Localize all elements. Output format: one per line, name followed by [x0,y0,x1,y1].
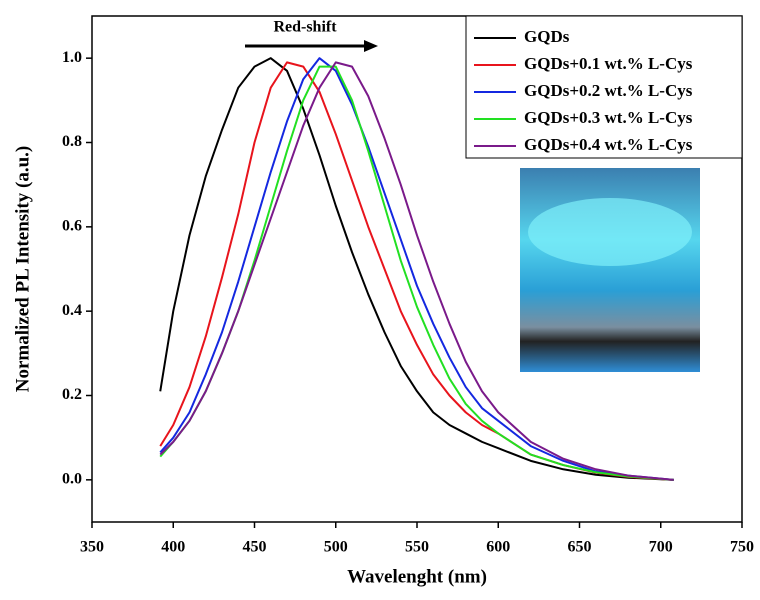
annotation: Red-shift [273,19,337,36]
x-tick-label: 650 [568,539,592,556]
y-tick-label: 0.4 [62,302,82,319]
legend-label: GQDs+0.1 wt.% L-Cys [524,54,693,73]
legend-label: GQDs+0.4 wt.% L-Cys [524,135,693,154]
x-tick-label: 350 [80,539,104,556]
x-tick-label: 700 [649,539,673,556]
annotation-arrowhead [364,40,378,52]
series-line [159,57,674,481]
legend-label: GQDs+0.3 wt.% L-Cys [524,108,693,127]
y-tick-label: 0.8 [62,133,82,150]
y-tick-label: 1.0 [62,49,82,66]
x-tick-label: 750 [730,539,754,556]
y-axis-label: Normalized PL Intensity (a.u.) [12,146,33,392]
legend-label: GQDs+0.2 wt.% L-Cys [524,81,693,100]
y-tick-label: 0.6 [62,218,82,235]
y-tick-label: 0.2 [62,386,82,403]
series-line [159,57,674,481]
y-tick-label: 0.0 [62,471,82,488]
x-tick-label: 550 [405,539,429,556]
inset-vial [528,198,692,266]
x-tick-label: 600 [486,539,510,556]
x-tick-label: 500 [324,539,348,556]
x-tick-label: 450 [243,539,267,556]
x-axis-label: Wavelenght (nm) [347,566,487,587]
legend-label: GQDs [524,27,570,46]
legend-box [465,15,743,159]
series-line [159,61,674,481]
x-tick-label: 400 [161,539,185,556]
